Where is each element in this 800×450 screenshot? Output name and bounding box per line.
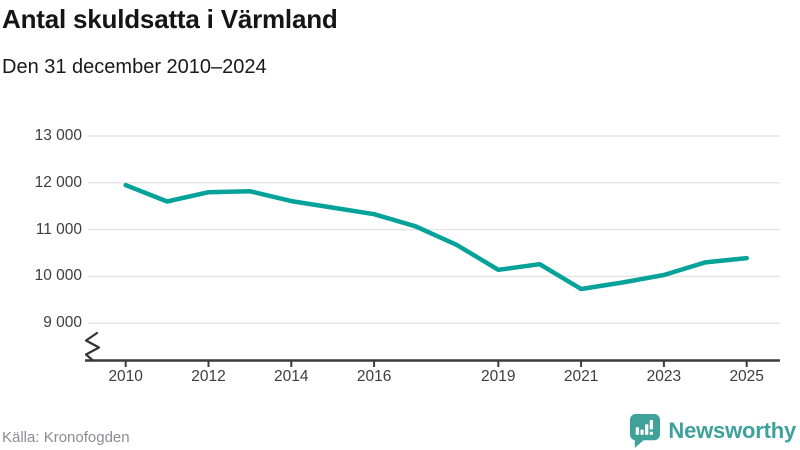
x-tick-label: 2010 [108, 368, 143, 385]
x-tick-label: 2012 [191, 368, 226, 385]
y-tick-label: 9 000 [43, 314, 82, 331]
y-tick-label: 13 000 [34, 127, 82, 144]
x-tick-label: 2021 [563, 368, 599, 385]
data-line-antal-skuldsatta [123, 182, 749, 292]
chart-subtitle: Den 31 december 2010–2024 [2, 56, 267, 78]
x-tick-label: 2016 [356, 368, 392, 385]
gridlines [88, 135, 780, 324]
y-tick-label: 12 000 [34, 174, 82, 191]
newsworthy-wordmark: Newsworthy [668, 417, 796, 443]
speech-bubble-shape [630, 414, 661, 448]
y-tick-label: 11 000 [35, 221, 82, 238]
y-tick-label: 10 000 [34, 267, 82, 284]
newsworthy-bubble-chart-icon [630, 414, 661, 448]
x-axis-ticks [124, 360, 748, 367]
newsworthy-logo[interactable]: Newsworthy [627, 413, 796, 448]
x-tick-label: 2014 [274, 368, 309, 385]
bar-chart-glyphs [636, 419, 654, 435]
x-tick-label: 2025 [729, 368, 764, 385]
x-tick-label: 2023 [646, 368, 682, 385]
x-tick-label: 2019 [481, 368, 516, 385]
axis-break-icon [84, 331, 101, 362]
page-title: Antal skuldsatta i Värmland [2, 4, 338, 34]
source-attribution: Källa: Kronofogden [2, 429, 130, 446]
